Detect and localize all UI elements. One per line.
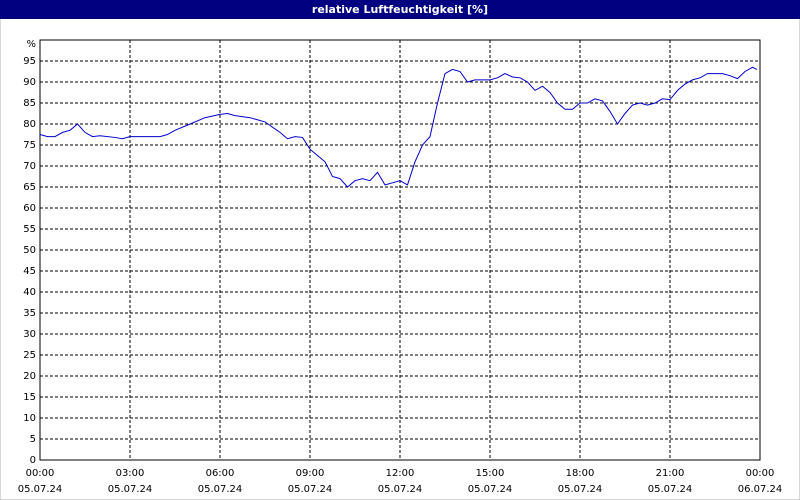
y-tick-label: 85 [23, 98, 36, 109]
x-tick-date: 05.07.24 [108, 484, 153, 495]
x-tick-label: 06:00 [206, 468, 235, 479]
x-tick-label: 09:00 [296, 468, 325, 479]
x-tick-date: 05.07.24 [558, 484, 603, 495]
chart-title: relative Luftfeuchtigkeit [%] [312, 3, 488, 16]
y-tick-label: 35 [23, 308, 36, 319]
x-tick-label: 03:00 [116, 468, 145, 479]
x-tick-date: 05.07.24 [288, 484, 333, 495]
y-tick-label: 70 [23, 161, 36, 172]
x-tick-label: 21:00 [656, 468, 685, 479]
y-tick-label: 55 [23, 224, 36, 235]
y-tick-label: 60 [23, 203, 36, 214]
y-tick-label: 25 [23, 350, 36, 361]
x-tick-date: 06.07.24 [738, 484, 783, 495]
title-bar [0, 0, 800, 19]
x-tick-date: 05.07.24 [648, 484, 693, 495]
y-tick-label: 90 [23, 77, 36, 88]
y-tick-label: 20 [23, 371, 36, 382]
y-tick-label: 80 [23, 119, 36, 130]
x-tick-date: 05.07.24 [18, 484, 63, 495]
x-tick-date: 05.07.24 [468, 484, 513, 495]
y-tick-label: 40 [23, 287, 36, 298]
y-axis-label: % [26, 39, 36, 50]
data-line [39, 66, 758, 188]
x-tick-label: 00:00 [26, 468, 55, 479]
x-tick-label: 18:00 [566, 468, 595, 479]
y-tick-label: 30 [23, 329, 36, 340]
y-tick-label: 65 [23, 182, 36, 193]
y-tick-label: 5 [30, 434, 36, 445]
x-tick-date: 05.07.24 [378, 484, 423, 495]
x-tick-date: 05.07.24 [198, 484, 243, 495]
y-tick-label: 50 [23, 245, 36, 256]
y-tick-label: 15 [23, 392, 36, 403]
y-tick-label: 10 [23, 413, 36, 424]
y-tick-label: 95 [23, 56, 36, 67]
x-tick-label: 15:00 [476, 468, 505, 479]
x-tick-label: 00:00 [746, 468, 775, 479]
y-tick-label: 0 [30, 455, 36, 466]
y-tick-label: 45 [23, 266, 36, 277]
x-tick-label: 12:00 [386, 468, 415, 479]
y-tick-label: 75 [23, 140, 36, 151]
plot-frame [39, 39, 761, 461]
